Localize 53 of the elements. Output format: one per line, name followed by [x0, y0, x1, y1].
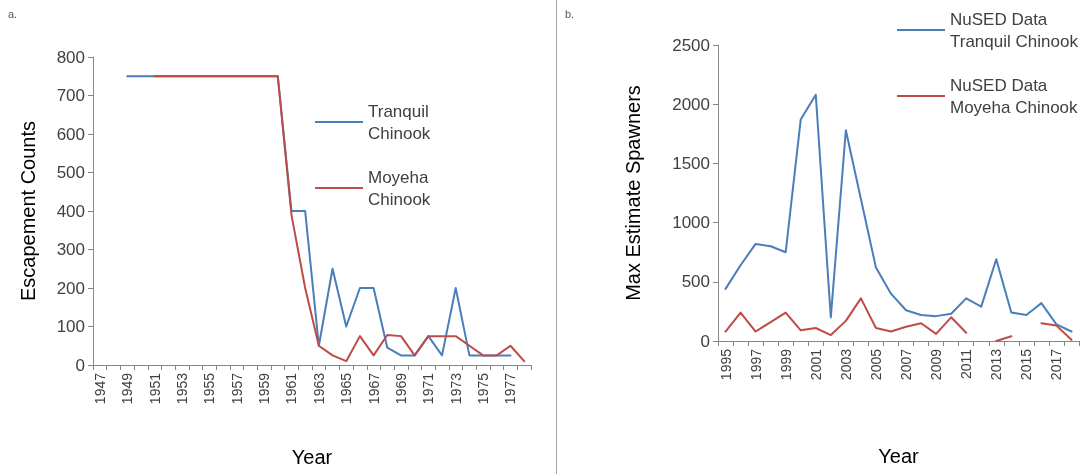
x-tick-label: 1977	[502, 372, 519, 405]
x-tick-label: 1947	[91, 372, 108, 405]
x-tick-label: 2001	[807, 348, 824, 381]
text: a.	[8, 7, 18, 20]
x-tick-label: 1959	[256, 372, 273, 405]
y-tick-label: 400	[56, 201, 85, 221]
x-tick-label: 1967	[365, 372, 382, 405]
x-tick-label: 1975	[475, 372, 492, 405]
x-tick-label: 2017	[1048, 348, 1065, 381]
legend-label: Moyeha Chinook	[368, 167, 434, 209]
x-tick-label: 1969	[392, 372, 409, 405]
x-tick-label: 2007	[898, 348, 915, 381]
y-tick-label: 1500	[672, 153, 710, 173]
text: b.	[565, 7, 575, 20]
x-tick-label: 1953	[173, 372, 190, 405]
y-tick-label: 600	[56, 124, 85, 144]
y-tick-label: 800	[56, 47, 85, 67]
y-axis-title: Escapement Counts	[17, 120, 39, 302]
x-tick-label: 1995	[717, 348, 734, 381]
y-tick-label: 0	[75, 355, 85, 375]
x-tick-label: 1955	[201, 372, 218, 405]
x-tick-label: 1957	[228, 372, 245, 405]
x-tick-label: 2013	[988, 348, 1005, 381]
y-axis-title: Max Estimate Spawners	[622, 85, 644, 301]
x-tick-label: 2015	[1018, 348, 1035, 381]
x-tick-label: 2011	[958, 348, 975, 380]
y-tick-label: 200	[56, 278, 85, 298]
x-axis-title: Year	[291, 446, 333, 468]
y-tick-label: 0	[700, 331, 710, 351]
x-tick-label: 2005	[867, 348, 884, 381]
x-tick-label: 1973	[447, 372, 464, 405]
y-tick-label: 2500	[672, 35, 710, 55]
x-axis-title: Year	[878, 445, 920, 467]
y-tick-label: 100	[56, 317, 85, 336]
x-tick-label: 2003	[837, 348, 854, 381]
legend-label: NuSED Data Moyeha Chinook	[950, 75, 1079, 117]
x-tick-label: 1963	[310, 372, 327, 405]
legend-label: Tranquil Chinook	[368, 101, 434, 143]
y-tick-label: 300	[56, 240, 85, 259]
x-tick-label: 1951	[146, 372, 163, 405]
x-tick-label: 1961	[283, 372, 300, 405]
y-tick-label: 2000	[672, 94, 710, 114]
y-tick-label: 500	[681, 272, 710, 292]
x-tick-label: 1971	[420, 372, 437, 405]
y-tick-label: 500	[56, 163, 85, 182]
x-tick-label: 1965	[338, 372, 355, 405]
y-tick-label: 1000	[672, 213, 710, 233]
x-tick-label: 1949	[119, 372, 136, 405]
x-tick-label: 1999	[777, 348, 794, 381]
x-tick-label: 1997	[747, 348, 764, 381]
y-tick-label: 700	[56, 86, 85, 105]
legend-label: NuSED Data Tranquil Chinook	[950, 9, 1079, 51]
x-tick-label: 2009	[928, 348, 945, 381]
